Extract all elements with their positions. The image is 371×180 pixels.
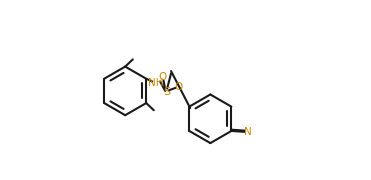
- Text: O: O: [175, 82, 183, 92]
- Text: N: N: [244, 127, 252, 137]
- Text: NH: NH: [148, 78, 164, 88]
- Text: S: S: [163, 87, 170, 97]
- Text: O: O: [158, 72, 167, 82]
